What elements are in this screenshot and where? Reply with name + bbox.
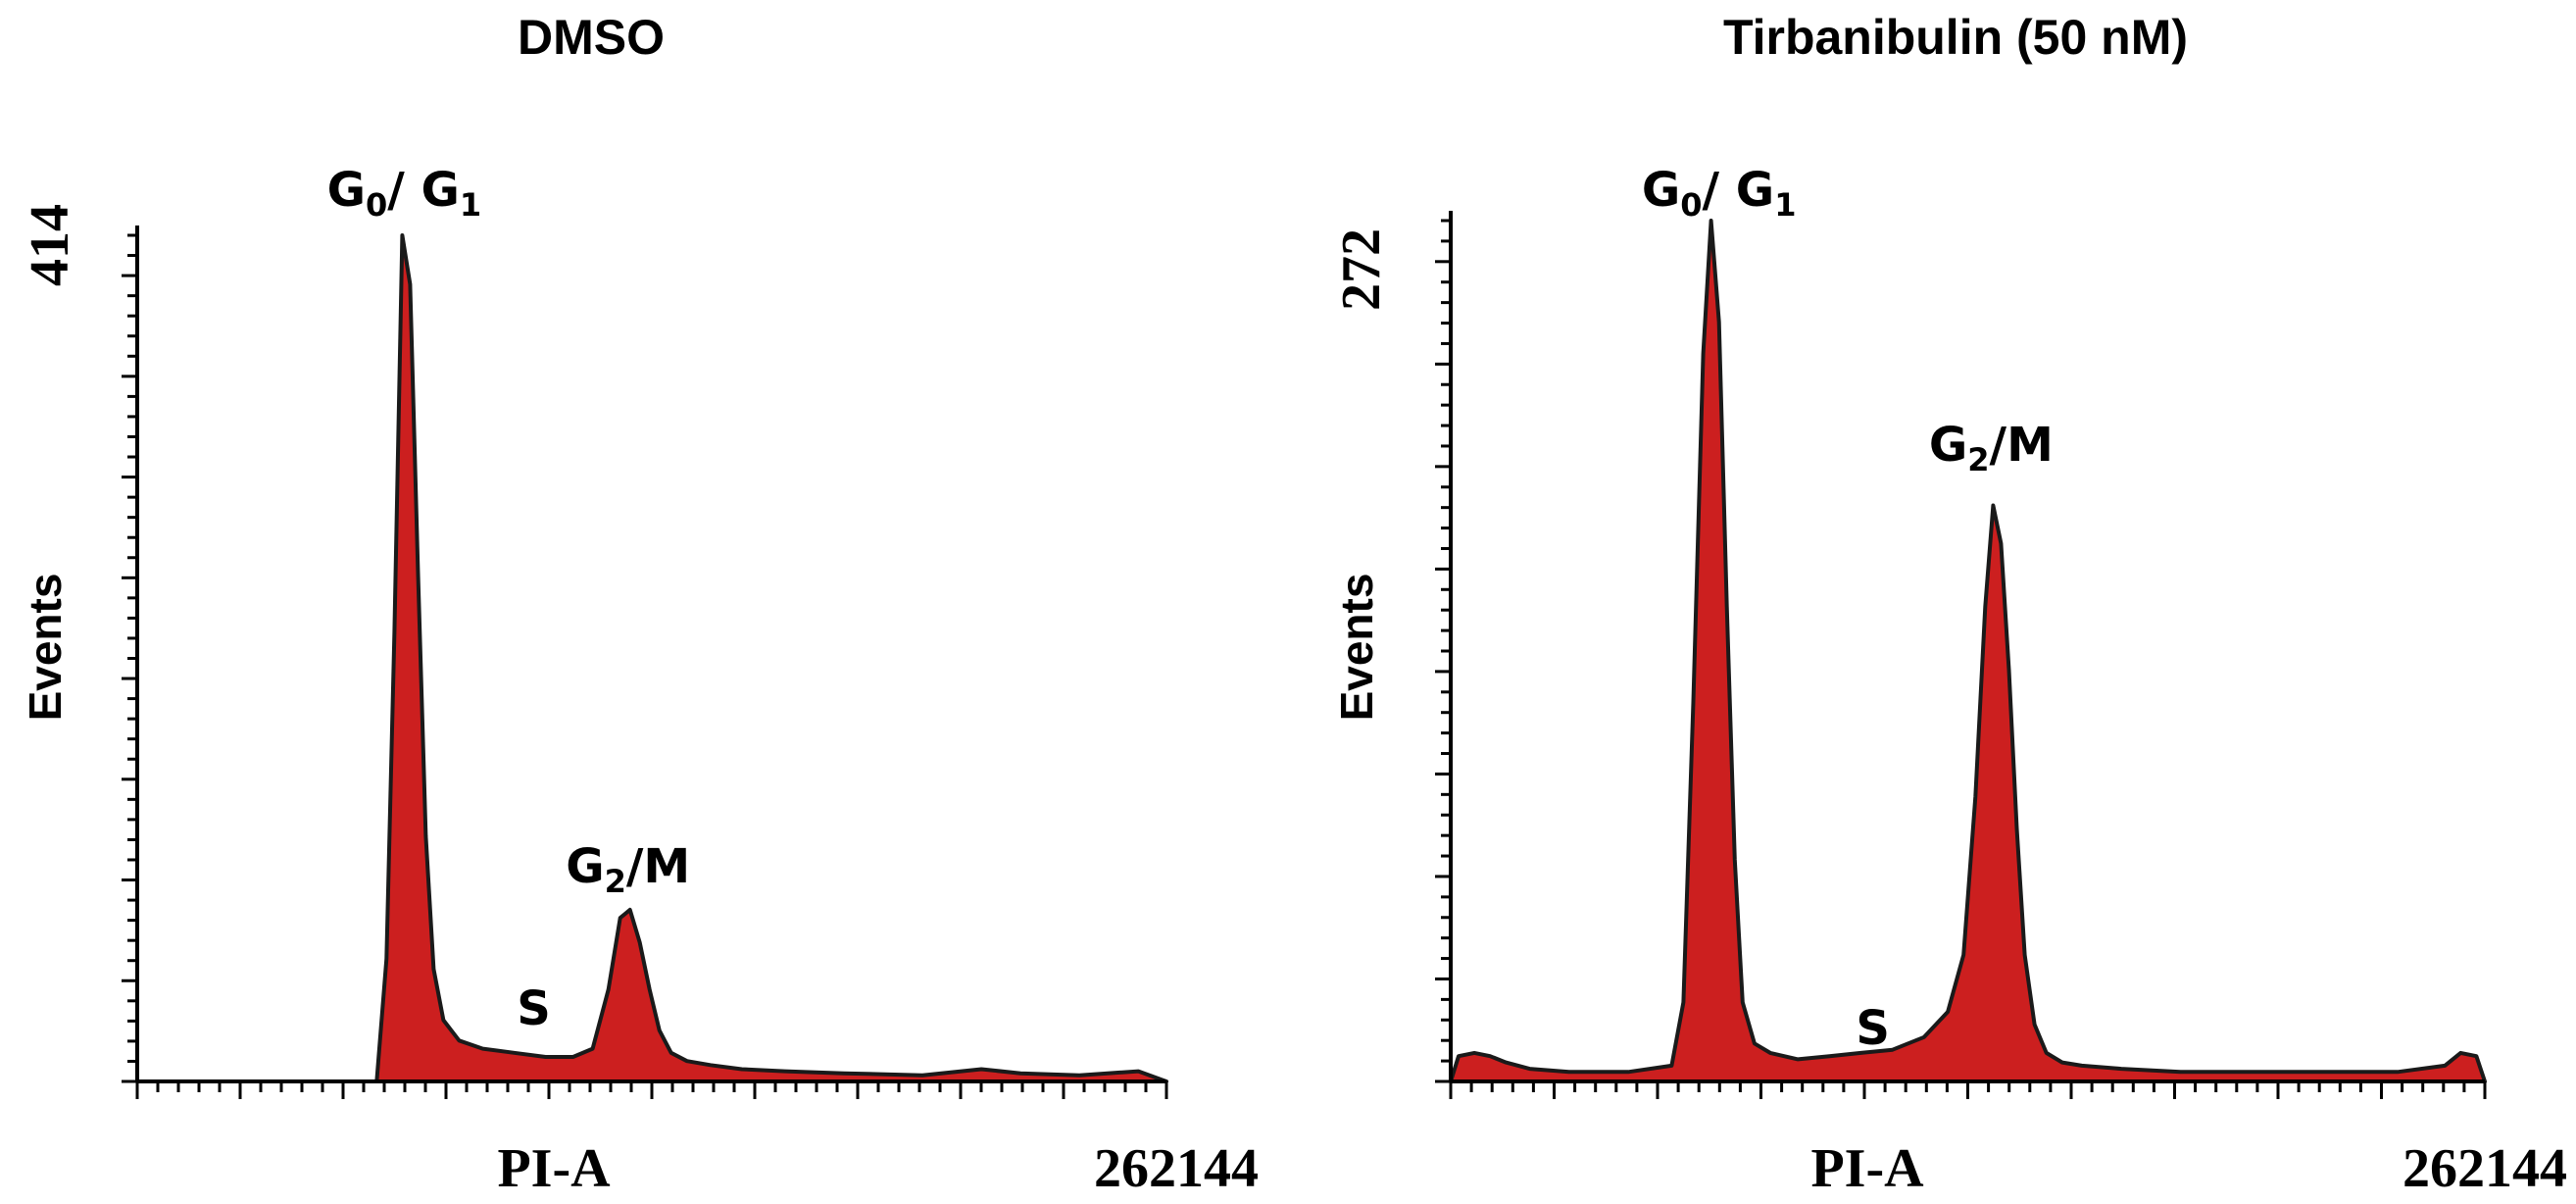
chart-title: DMSO — [518, 10, 665, 65]
histogram-panel-tirbanibulin: Tirbanibulin (50 nM) 272 Events PI-A 262… — [1331, 10, 2567, 1199]
x-axis-label: PI-A — [497, 1138, 611, 1199]
x-axis-label: PI-A — [1810, 1138, 1924, 1199]
y-max-label: 272 — [1331, 228, 1392, 311]
peak-label: G0/ G1 — [327, 163, 482, 224]
plot-area: G0/ G1 S G2/M — [122, 163, 1168, 1099]
peak-label: G2/M — [1929, 418, 2054, 478]
x-max-label: 262144 — [2403, 1138, 2567, 1199]
histogram-area — [1449, 219, 2487, 1083]
peak-label: G2/M — [566, 839, 690, 900]
peak-label: S — [517, 981, 551, 1036]
histogram-panel-dmso: DMSO 414 Events PI-A 262144 G0/ G1 S G2/M — [20, 10, 1259, 1199]
x-max-label: 262144 — [1094, 1138, 1259, 1199]
y-max-label: 414 — [20, 204, 80, 286]
peak-label: G0/ G1 — [1642, 163, 1797, 224]
y-axis-label: Events — [20, 574, 71, 722]
chart-title: Tirbanibulin (50 nM) — [1723, 10, 2188, 65]
y-axis-label: Events — [1331, 574, 1382, 722]
histogram-area — [135, 233, 1168, 1083]
plot-area: G0/ G1 S G2/M — [1435, 163, 2487, 1099]
peak-label: S — [1856, 1001, 1890, 1056]
